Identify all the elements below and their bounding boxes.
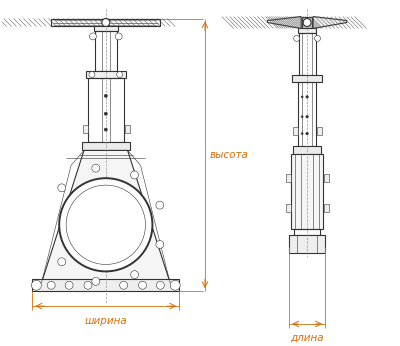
Bar xyxy=(298,28,316,34)
Bar xyxy=(324,174,329,182)
Circle shape xyxy=(156,281,164,289)
Circle shape xyxy=(115,33,122,40)
Text: высота: высота xyxy=(210,150,249,160)
Circle shape xyxy=(294,35,300,42)
Circle shape xyxy=(130,171,138,179)
Circle shape xyxy=(104,112,107,115)
Circle shape xyxy=(90,33,96,40)
Circle shape xyxy=(65,281,73,289)
Bar xyxy=(294,229,320,235)
Bar xyxy=(297,235,317,253)
Circle shape xyxy=(104,128,107,131)
Bar xyxy=(291,154,323,229)
Bar xyxy=(32,279,179,291)
Bar xyxy=(302,34,312,75)
Circle shape xyxy=(117,72,123,78)
Circle shape xyxy=(92,164,100,172)
Circle shape xyxy=(32,280,41,290)
Circle shape xyxy=(89,72,95,78)
Circle shape xyxy=(58,184,66,192)
Circle shape xyxy=(102,19,110,27)
Circle shape xyxy=(306,116,308,118)
Bar xyxy=(94,27,118,31)
Bar xyxy=(86,71,126,78)
Circle shape xyxy=(306,133,308,135)
Bar xyxy=(299,34,316,75)
Circle shape xyxy=(84,281,92,289)
Polygon shape xyxy=(313,17,347,28)
Bar xyxy=(298,82,316,146)
Circle shape xyxy=(156,201,164,209)
Bar xyxy=(289,235,325,253)
Bar xyxy=(302,82,312,146)
Circle shape xyxy=(170,280,180,290)
Bar xyxy=(324,204,329,212)
Bar xyxy=(301,154,313,229)
Text: длина: длина xyxy=(290,333,324,343)
Circle shape xyxy=(66,185,146,264)
Circle shape xyxy=(47,281,55,289)
Bar xyxy=(125,125,130,133)
Circle shape xyxy=(301,133,303,135)
Bar xyxy=(317,127,322,135)
Bar xyxy=(88,78,124,143)
Bar xyxy=(286,204,291,212)
Bar xyxy=(102,31,110,76)
Circle shape xyxy=(301,96,303,98)
Circle shape xyxy=(303,19,311,27)
Bar xyxy=(293,127,298,135)
Circle shape xyxy=(92,277,100,285)
Circle shape xyxy=(120,281,128,289)
Bar xyxy=(286,174,291,182)
Bar xyxy=(51,19,160,27)
Circle shape xyxy=(58,258,66,266)
Circle shape xyxy=(314,35,320,42)
Bar xyxy=(95,31,117,71)
Circle shape xyxy=(130,271,138,279)
Bar xyxy=(82,143,130,151)
Polygon shape xyxy=(268,17,301,28)
Circle shape xyxy=(306,96,308,98)
Bar xyxy=(302,17,312,28)
Circle shape xyxy=(156,240,164,248)
Bar xyxy=(293,146,321,154)
Bar xyxy=(292,75,322,82)
Circle shape xyxy=(138,281,146,289)
Bar xyxy=(102,78,110,147)
Text: ширина: ширина xyxy=(84,316,127,326)
Circle shape xyxy=(301,116,303,118)
Bar xyxy=(83,125,88,133)
Circle shape xyxy=(104,94,107,97)
Circle shape xyxy=(59,178,152,271)
Polygon shape xyxy=(41,151,170,283)
Bar xyxy=(295,154,319,229)
